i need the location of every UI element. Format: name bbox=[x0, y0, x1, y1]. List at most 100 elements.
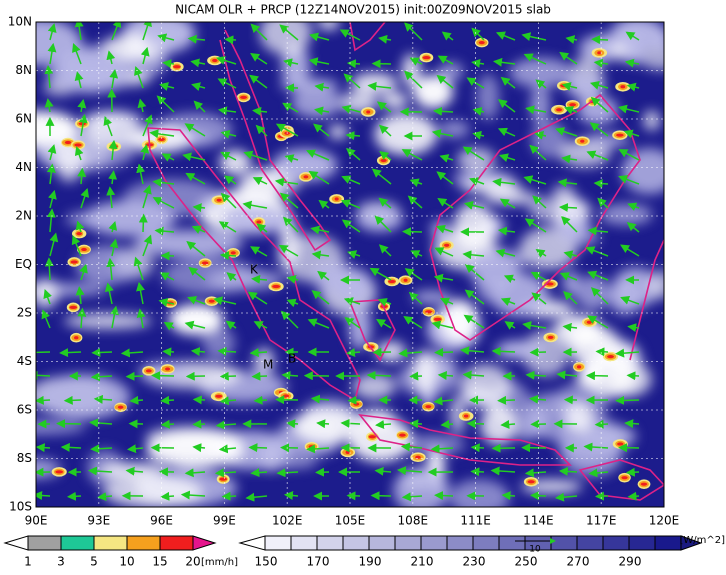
lat-label: 6S bbox=[17, 403, 32, 417]
rain-cell bbox=[434, 318, 442, 321]
cloud bbox=[329, 125, 348, 139]
rain-cell bbox=[76, 232, 82, 235]
legend-swatch bbox=[603, 536, 629, 550]
cloud bbox=[566, 400, 593, 432]
wind-arrow bbox=[502, 424, 515, 425]
title: NICAM OLR + PRCP (12Z14NOV2015) init:00Z… bbox=[175, 3, 551, 17]
wind-arrow bbox=[442, 424, 453, 425]
wind-arrow bbox=[164, 351, 174, 352]
wind-arrow bbox=[617, 400, 639, 401]
wind-arrow bbox=[68, 496, 81, 497]
rain-cell bbox=[423, 56, 431, 59]
cloud bbox=[259, 10, 311, 54]
cloud bbox=[563, 271, 579, 295]
rain-cell bbox=[607, 355, 614, 358]
legend-cap bbox=[240, 536, 265, 550]
wind-arrow bbox=[626, 423, 639, 424]
wind-arrow bbox=[349, 400, 360, 401]
rain-cell bbox=[620, 85, 625, 88]
rain-cell bbox=[366, 110, 370, 113]
rain-cell bbox=[425, 405, 431, 408]
lon-label: 117E bbox=[586, 514, 617, 528]
cloud bbox=[169, 304, 224, 335]
wind-arrow bbox=[472, 471, 484, 472]
wind-arrow bbox=[143, 215, 144, 232]
rain-cell bbox=[388, 280, 396, 283]
cloud bbox=[351, 73, 397, 94]
wind-arrow bbox=[162, 496, 174, 497]
legend-label: 290 bbox=[619, 555, 642, 569]
wind-arrow bbox=[153, 375, 174, 376]
legend-swatch bbox=[473, 536, 499, 550]
place-label: M bbox=[263, 358, 273, 372]
legend-label: 250 bbox=[515, 555, 538, 569]
cloud bbox=[650, 29, 671, 52]
cloud bbox=[64, 314, 152, 329]
rain-cell bbox=[118, 406, 124, 409]
cloud bbox=[260, 456, 317, 468]
vector-reference-label: 10 bbox=[529, 545, 541, 555]
rain-cell bbox=[217, 199, 222, 202]
wind-arrow bbox=[503, 495, 515, 496]
lat-label: 6N bbox=[15, 112, 32, 126]
wind-arrow bbox=[255, 400, 267, 401]
lat-label: 2S bbox=[17, 306, 32, 320]
wind-arrow bbox=[597, 351, 608, 352]
wind-arrow bbox=[223, 496, 236, 497]
cloud bbox=[312, 260, 355, 293]
cloud bbox=[412, 350, 436, 394]
rain-cell bbox=[399, 434, 406, 437]
rain-cell bbox=[219, 477, 227, 480]
wind-arrow bbox=[288, 423, 298, 424]
legend-swatch bbox=[61, 536, 94, 550]
wind-arrow bbox=[596, 424, 608, 425]
wind-arrow bbox=[58, 423, 81, 424]
cloud bbox=[439, 121, 469, 138]
legend-swatch bbox=[28, 536, 61, 550]
wind-arrow bbox=[221, 255, 236, 256]
cloud bbox=[622, 19, 645, 62]
cloud bbox=[36, 374, 130, 419]
legend-label: 3 bbox=[57, 555, 65, 569]
rain-cell bbox=[256, 220, 261, 223]
legend-cap bbox=[193, 536, 215, 550]
wind-arrow bbox=[194, 399, 205, 400]
cloud bbox=[609, 281, 641, 315]
cloud bbox=[375, 113, 438, 155]
rain-cell bbox=[479, 41, 485, 44]
lon-label: 90E bbox=[25, 514, 48, 528]
wind-arrow bbox=[628, 375, 639, 376]
lat-label: 4S bbox=[17, 354, 32, 368]
cloud bbox=[450, 480, 510, 516]
wind-arrow bbox=[61, 352, 81, 353]
cloud bbox=[280, 79, 339, 92]
legend-swatch bbox=[94, 536, 127, 550]
rain-cell bbox=[616, 134, 623, 137]
rain-cell bbox=[55, 470, 63, 473]
wind-arrow bbox=[30, 375, 50, 376]
legend-swatch bbox=[655, 536, 681, 550]
cloud bbox=[393, 467, 449, 514]
lat-label: EQ bbox=[15, 257, 32, 271]
rain-cell bbox=[212, 59, 217, 62]
wind-arrow bbox=[532, 495, 546, 496]
rain-cell bbox=[380, 159, 386, 162]
legend-label: 1 bbox=[24, 555, 32, 569]
lon-label: 96E bbox=[150, 514, 173, 528]
wind-arrow bbox=[162, 424, 174, 425]
rain-cell bbox=[173, 65, 181, 68]
lat-label: 8S bbox=[17, 451, 32, 465]
legend-swatch bbox=[447, 536, 473, 550]
cloud bbox=[530, 86, 549, 124]
cloud bbox=[468, 250, 517, 287]
rain-cell bbox=[404, 279, 408, 282]
legend-label: 20 bbox=[185, 555, 200, 569]
lon-label: 99E bbox=[213, 514, 236, 528]
legend-label: 190 bbox=[359, 555, 382, 569]
cloud bbox=[291, 87, 341, 118]
rain-cell bbox=[548, 336, 554, 339]
legend-label: 170 bbox=[307, 555, 330, 569]
rain-cell bbox=[231, 251, 236, 254]
cloud bbox=[462, 181, 522, 194]
